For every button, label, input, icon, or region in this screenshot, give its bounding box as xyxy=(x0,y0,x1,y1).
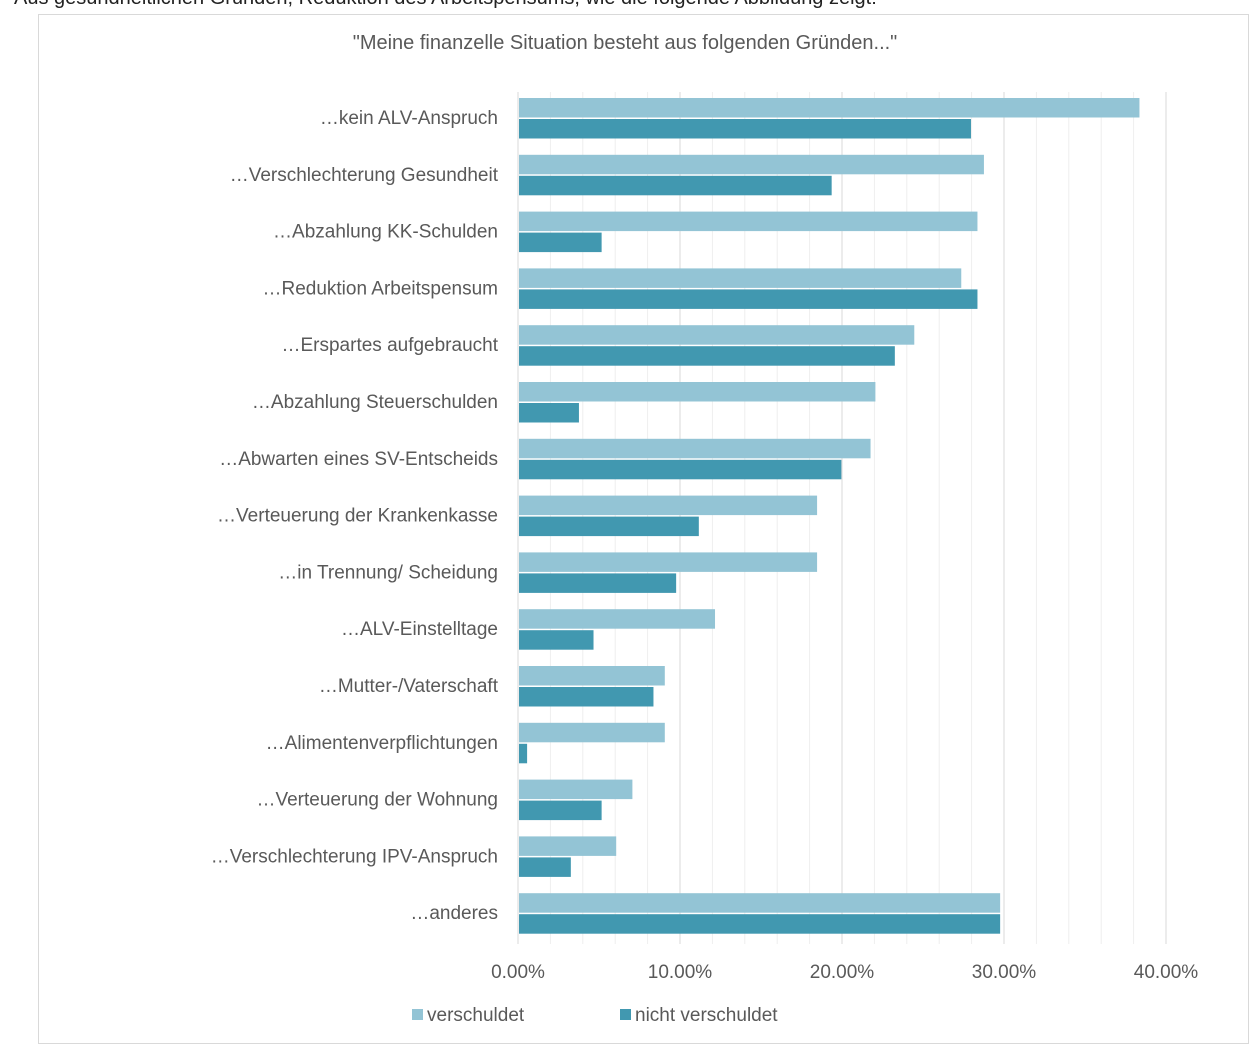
bar-nicht-verschuldet xyxy=(519,289,978,309)
bar-nicht-verschuldet xyxy=(519,175,832,196)
category-label: …Abzahlung Steuerschulden xyxy=(252,392,498,413)
x-tick-label: 30.00% xyxy=(972,962,1037,983)
bar-verschuldet xyxy=(519,722,665,743)
category-label: …Abwarten eines SV-Entscheids xyxy=(219,449,498,470)
bar-verschuldet xyxy=(519,98,1140,118)
legend-label-verschuldet: verschuldet xyxy=(427,1005,525,1026)
legend-label-nicht-verschuldet: nicht verschuldet xyxy=(635,1005,778,1026)
legend-swatch-nicht-verschuldet xyxy=(620,1009,631,1020)
bar-verschuldet xyxy=(519,552,818,572)
bar-nicht-verschuldet xyxy=(519,232,602,253)
category-label: …Reduktion Arbeitspensum xyxy=(262,278,498,299)
category-label: …Verschlechterung Gesundheit xyxy=(230,165,499,186)
legend-item-verschuldet: verschuldet xyxy=(412,1005,524,1027)
bar-nicht-verschuldet xyxy=(519,403,579,423)
bar-nicht-verschuldet xyxy=(519,857,571,877)
bar-nicht-verschuldet xyxy=(519,119,971,139)
bar-nicht-verschuldet xyxy=(519,743,528,764)
bar-verschuldet xyxy=(519,154,984,175)
legend-item-nicht-verschuldet: nicht verschuldet xyxy=(620,1005,778,1027)
bar-verschuldet xyxy=(519,495,818,516)
bar-verschuldet xyxy=(519,438,871,459)
bar-nicht-verschuldet xyxy=(519,914,1001,934)
cropped-caption: Aus gesundheitlichen Gründen, Reduktion … xyxy=(0,0,1250,18)
x-tick-label: 20.00% xyxy=(810,962,875,983)
bar-verschuldet xyxy=(519,211,978,232)
x-tick-label: 10.00% xyxy=(648,962,713,983)
category-label: …anderes xyxy=(410,903,498,924)
category-label: …Alimentenverpflichtungen xyxy=(266,733,498,754)
x-tick-label: 0.00% xyxy=(491,962,545,983)
category-label: …in Trennung/ Scheidung xyxy=(278,562,498,583)
bar-nicht-verschuldet xyxy=(519,459,842,480)
bar-verschuldet xyxy=(519,325,915,345)
category-label: …Abzahlung KK-Schulden xyxy=(273,222,498,243)
bar-nicht-verschuldet xyxy=(519,630,594,650)
legend-swatch-verschuldet xyxy=(412,1009,423,1020)
bar-nicht-verschuldet xyxy=(519,346,895,366)
category-label: …Erspartes aufgebraucht xyxy=(281,335,498,356)
chart-title: "Meine finanzelle Situation besteht aus … xyxy=(352,32,898,54)
bar-nicht-verschuldet xyxy=(519,687,654,707)
bar-verschuldet xyxy=(519,382,876,402)
category-label: …kein ALV-Anspruch xyxy=(320,108,498,129)
bar-verschuldet xyxy=(519,893,1001,913)
category-label: …Verteuerung der Wohnung xyxy=(256,790,498,811)
bar-nicht-verschuldet xyxy=(519,800,602,821)
bar-nicht-verschuldet xyxy=(519,573,677,593)
bar-verschuldet xyxy=(519,779,633,800)
bar-verschuldet xyxy=(519,268,962,288)
category-label: …Verteuerung der Krankenkasse xyxy=(217,506,498,527)
category-label: …Verschlechterung IPV-Anspruch xyxy=(211,846,498,867)
category-label: …Mutter-/Vaterschaft xyxy=(319,676,499,697)
cropped-caption-text: Aus gesundheitlichen Gründen, Reduktion … xyxy=(14,0,877,10)
bar-verschuldet xyxy=(519,836,617,856)
chart-legend: verschuldet nicht verschuldet xyxy=(0,1005,1250,1029)
bar-verschuldet xyxy=(519,609,716,629)
bar-verschuldet xyxy=(519,666,665,686)
x-tick-label: 40.00% xyxy=(1134,962,1199,983)
bar-nicht-verschuldet xyxy=(519,516,699,537)
category-label: …ALV-Einstelltage xyxy=(341,619,498,640)
